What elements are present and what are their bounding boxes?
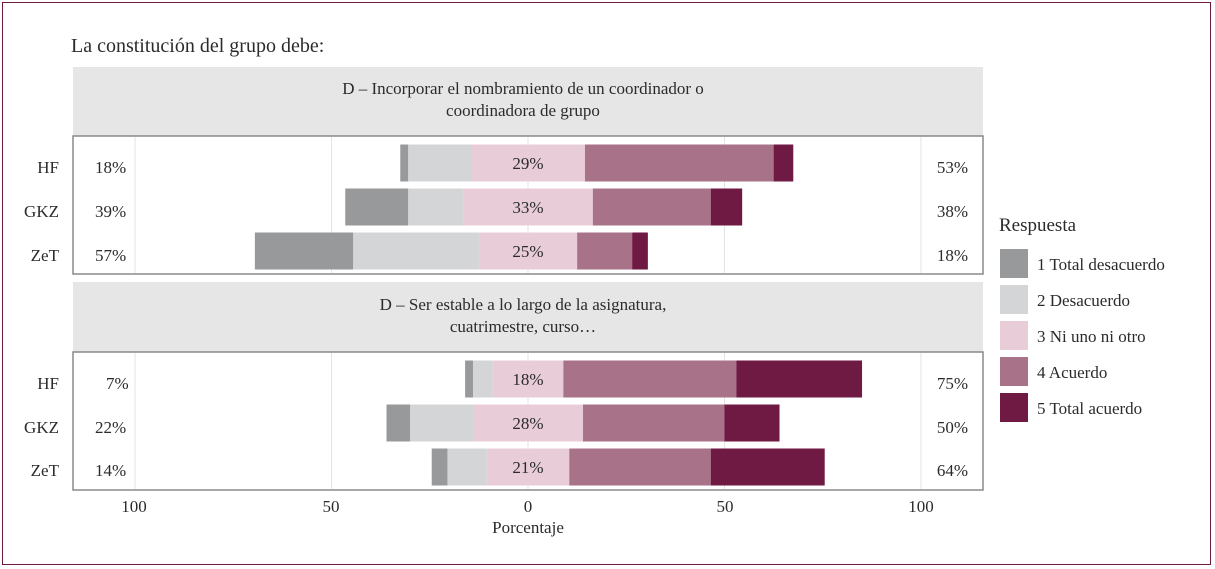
panel-2-strip-line-2: cuatrimestre, curso… xyxy=(450,317,596,336)
panel-1-zet-center-pct: 25% xyxy=(512,242,543,261)
x-tick-left-50: 50 xyxy=(323,497,340,516)
bar-panel-2-hf-desacuerdo xyxy=(472,360,493,398)
panel-1-row-label-hf: HF xyxy=(37,158,59,177)
legend-label-total-acuerdo: 5 Total acuerdo xyxy=(1037,399,1142,418)
panel-1-hf-right-pct: 53% xyxy=(937,158,968,177)
bar-panel-2-gkz-desacuerdo xyxy=(410,404,473,442)
bar-panel-1-gkz-total-desacuerdo xyxy=(345,188,409,226)
panel-1-gkz-center-pct: 33% xyxy=(512,198,543,217)
panel-2-row-label-hf: HF xyxy=(37,374,59,393)
bar-panel-1-hf-desacuerdo xyxy=(408,144,472,182)
panel-2-hf-right-pct: 75% xyxy=(937,374,968,393)
x-tick-right-50: 50 xyxy=(717,497,734,516)
x-tick-left-100: 100 xyxy=(121,497,147,516)
bar-panel-2-hf-total-desacuerdo xyxy=(465,360,473,398)
bar-panel-2-gkz-total-acuerdo xyxy=(724,404,780,442)
legend-label-ni-uno-ni-otro: 3 Ni uno ni otro xyxy=(1037,327,1146,346)
panel-2-zet-right-pct: 64% xyxy=(937,461,968,480)
panel-2-hf-left-pct: 7% xyxy=(106,374,129,393)
bar-panel-2-gkz-ni-uno-ni-otro xyxy=(472,404,584,442)
x-tick-zero: 0 xyxy=(524,497,533,516)
panel-2-row-label-gkz: GKZ xyxy=(24,418,59,437)
bar-panel-2-zet-total-acuerdo xyxy=(710,448,825,486)
legend-title: Respuesta xyxy=(999,215,1077,236)
panel-1-zet-left-pct: 57% xyxy=(95,246,126,265)
panel-1-strip-line-2: coordinadora de grupo xyxy=(446,101,600,120)
bar-panel-1-hf-ni-uno-ni-otro xyxy=(471,144,585,182)
bar-panel-1-zet-total-desacuerdo xyxy=(254,232,354,270)
panel-2-gkz-center-pct: 28% xyxy=(512,414,543,433)
bar-panel-2-hf-ni-uno-ni-otro xyxy=(492,360,564,398)
panel-2-hf-center-pct: 18% xyxy=(512,370,543,389)
bar-panel-2-hf-total-acuerdo xyxy=(736,360,863,398)
panel-2-strip xyxy=(73,282,983,352)
bar-panel-1-zet-ni-uno-ni-otro xyxy=(478,232,578,270)
bar-panel-2-zet-total-desacuerdo xyxy=(431,448,448,486)
chart-title: La constitución del grupo debe: xyxy=(71,35,324,57)
bar-panel-2-zet-desacuerdo xyxy=(447,448,487,486)
legend-swatch-ni-uno-ni-otro xyxy=(1000,321,1028,350)
bar-panel-2-gkz-total-desacuerdo xyxy=(386,404,411,442)
bar-panel-1-gkz-total-acuerdo xyxy=(710,188,743,226)
panel-1-hf-center-pct: 29% xyxy=(512,154,543,173)
panel-2-gkz-right-pct: 50% xyxy=(937,418,968,437)
panel-1-row-label-gkz: GKZ xyxy=(24,202,59,221)
bar-panel-1-zet-desacuerdo xyxy=(353,232,479,270)
x-axis-label: Porcentaje xyxy=(492,518,564,537)
bar-panel-1-zet-acuerdo xyxy=(577,232,633,270)
bar-panel-1-hf-total-desacuerdo xyxy=(400,144,409,182)
bar-panel-2-zet-ni-uno-ni-otro xyxy=(486,448,570,486)
bar-panel-1-zet-total-acuerdo xyxy=(632,232,648,270)
panel-1-hf-left-pct: 18% xyxy=(95,158,126,177)
panel-1-gkz-right-pct: 38% xyxy=(937,202,968,221)
bar-panel-1-gkz-ni-uno-ni-otro xyxy=(463,188,593,226)
legend-swatch-acuerdo xyxy=(1000,357,1028,386)
panel-2-strip-line-1: D – Ser estable a lo largo de la asignat… xyxy=(380,295,667,314)
panel-2-zet-center-pct: 21% xyxy=(512,458,543,477)
panel-1-strip-line-1: D – Incorporar el nombramiento de un coo… xyxy=(342,79,704,98)
bar-panel-2-zet-acuerdo xyxy=(569,448,711,486)
panel-1-row-label-zet: ZeT xyxy=(31,246,60,265)
panel-2-zet-left-pct: 14% xyxy=(95,461,126,480)
bar-panel-1-hf-acuerdo xyxy=(584,144,774,182)
panel-1-zet-right-pct: 18% xyxy=(937,246,968,265)
panel-2-gkz-left-pct: 22% xyxy=(95,418,126,437)
legend-label-desacuerdo: 2 Desacuerdo xyxy=(1037,291,1130,310)
bar-panel-1-gkz-acuerdo xyxy=(592,188,711,226)
bar-panel-1-gkz-desacuerdo xyxy=(408,188,464,226)
bar-panel-2-hf-acuerdo xyxy=(563,360,737,398)
panel-2-row-label-zet: ZeT xyxy=(31,461,60,480)
bars-layer: 29% 33% 25% 18% 28% 21% xyxy=(254,144,863,486)
legend-label-total-desacuerdo: 1 Total desacuerdo xyxy=(1037,255,1165,274)
legend-swatch-desacuerdo xyxy=(1000,285,1028,314)
chart: La constitución del grupo debe: D – Inco… xyxy=(24,35,1165,537)
legend-swatch-total-desacuerdo xyxy=(1000,249,1028,278)
bar-panel-2-gkz-acuerdo xyxy=(583,404,725,442)
legend-label-acuerdo: 4 Acuerdo xyxy=(1037,363,1107,382)
panel-1-gkz-left-pct: 39% xyxy=(95,202,126,221)
bar-panel-1-hf-total-acuerdo xyxy=(773,144,794,182)
panel-1-strip xyxy=(73,67,983,136)
x-tick-right-100: 100 xyxy=(908,497,934,516)
legend-swatch-total-acuerdo xyxy=(1000,393,1028,422)
